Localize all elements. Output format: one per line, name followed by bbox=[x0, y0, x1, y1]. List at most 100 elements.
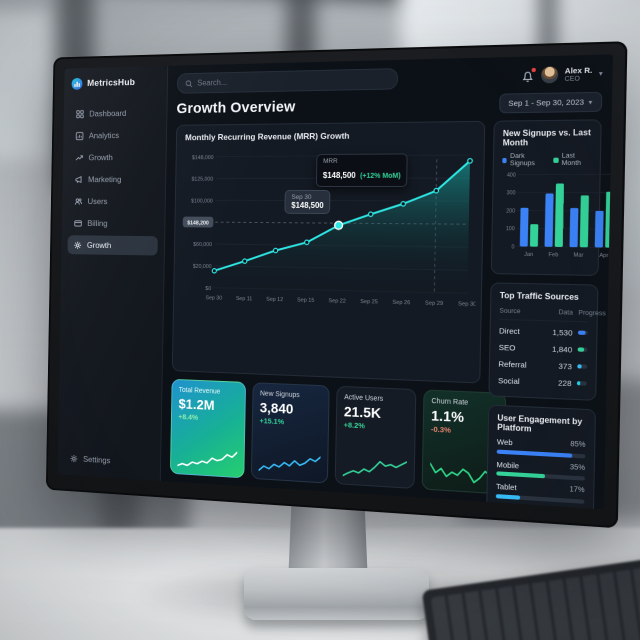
traffic-sources-card: Top Traffic Sources Source Data Progress… bbox=[488, 282, 606, 401]
user-menu[interactable]: Alex R. CEO ▾ bbox=[522, 66, 603, 85]
stat-card-new-signups: New Signups 3,840 +15.1% bbox=[250, 382, 330, 484]
sidebar-item-label: Dashboard bbox=[89, 108, 127, 119]
sidebar-item-settings[interactable]: Settings bbox=[64, 448, 154, 473]
progress-bar bbox=[577, 364, 582, 369]
engagement-row-web: Web 85% bbox=[496, 437, 586, 458]
trend-up-icon bbox=[74, 153, 83, 163]
brand-name: MetricsHub bbox=[87, 77, 136, 89]
sidebar-item-users[interactable]: Users bbox=[68, 192, 158, 211]
svg-text:Sep 22: Sep 22 bbox=[328, 298, 346, 305]
sidebar-item-growth[interactable]: Growth bbox=[69, 147, 159, 167]
svg-text:$20,000: $20,000 bbox=[193, 264, 212, 270]
megaphone-icon bbox=[74, 175, 83, 185]
mrr-line-chart: $148,000 $125,000 $100,000 $148,200 $60,000 $… bbox=[182, 143, 477, 308]
progress-bar bbox=[495, 493, 521, 500]
legend-swatch bbox=[502, 157, 507, 163]
svg-text:Sep 30: Sep 30 bbox=[458, 301, 476, 308]
traffic-row-social: Social 228 bbox=[498, 372, 587, 392]
page-header: Growth Overview Sep 1 - Sep 30, 2023 ▾ bbox=[176, 91, 603, 118]
active-users-sparkline bbox=[343, 453, 407, 483]
sidebar-item-analytics[interactable]: Analytics bbox=[69, 125, 159, 145]
engagement-card: User Engagement by Platform Web 85% bbox=[486, 404, 597, 510]
revenue-sparkline bbox=[177, 444, 237, 473]
monitor: MetricsHub Dashboard Analytics bbox=[45, 41, 628, 529]
engagement-row-mobile: Mobile 35% bbox=[496, 459, 585, 481]
sidebar-item-dashboard[interactable]: Dashboard bbox=[70, 103, 160, 124]
credit-card-icon bbox=[73, 218, 82, 228]
page-title: Growth Overview bbox=[176, 98, 296, 118]
sidebar-item-marketing[interactable]: Marketing bbox=[69, 170, 159, 189]
svg-text:Apr: Apr bbox=[599, 253, 609, 260]
svg-text:300: 300 bbox=[507, 190, 516, 197]
progress-bar bbox=[577, 347, 584, 352]
user-role: CEO bbox=[564, 75, 580, 84]
window bbox=[0, 10, 50, 160]
search-input[interactable]: Search... bbox=[176, 68, 399, 94]
chevron-down-icon: ▾ bbox=[598, 71, 603, 79]
svg-text:Sep 25: Sep 25 bbox=[360, 299, 378, 306]
svg-text:Mar: Mar bbox=[574, 252, 584, 259]
progress-bar bbox=[496, 471, 545, 479]
svg-text:200: 200 bbox=[506, 208, 515, 215]
engagement-row-tablet: Tablet 17% bbox=[495, 482, 585, 504]
svg-text:$0: $0 bbox=[205, 286, 211, 292]
content-grid: Monthly Recurring Revenue (MRR) Growth $… bbox=[169, 119, 613, 510]
stat-cards-row: Total Revenue $1.2M +8.4% New Signups 3,… bbox=[169, 378, 507, 495]
grid-icon bbox=[75, 109, 84, 119]
traffic-table-header: Source Data Progress bbox=[499, 305, 606, 323]
svg-text:$60,000: $60,000 bbox=[193, 242, 212, 248]
date-range-picker[interactable]: Sep 1 - Sep 30, 2023 ▾ bbox=[498, 91, 603, 114]
progress-bar bbox=[577, 330, 586, 335]
svg-text:$100,000: $100,000 bbox=[191, 199, 213, 205]
svg-text:Sep 29: Sep 29 bbox=[425, 300, 443, 307]
topbar: Search... Alex R. CEO bbox=[176, 63, 603, 94]
sidebar-item-billing[interactable]: Billing bbox=[68, 213, 158, 233]
sidebar-item-label: Billing bbox=[87, 218, 108, 228]
sidebar-item-label: Growth bbox=[86, 240, 112, 251]
sidebar-item-label: Analytics bbox=[88, 130, 120, 141]
signups-vs-last-month-card: New Signups vs. Last Month Dark Signups … bbox=[490, 119, 613, 277]
users-icon bbox=[74, 196, 83, 206]
sidebar-item-label: Marketing bbox=[88, 174, 122, 185]
sidebar-item-label: Settings bbox=[83, 454, 111, 466]
date-range-label: Sep 1 - Sep 30, 2023 bbox=[508, 97, 585, 109]
notification-dot bbox=[531, 68, 536, 73]
screen: MetricsHub Dashboard Analytics bbox=[57, 54, 613, 510]
chevron-down-icon: ▾ bbox=[588, 98, 593, 107]
bar-chart-icon bbox=[75, 131, 84, 141]
svg-text:0: 0 bbox=[511, 244, 514, 251]
sidebar-item-label: Users bbox=[87, 196, 108, 207]
search-icon bbox=[185, 79, 193, 87]
svg-text:Sep 26: Sep 26 bbox=[392, 300, 410, 307]
mrr-chart-card: Monthly Recurring Revenue (MRR) Growth $… bbox=[171, 120, 486, 384]
signups-bar-chart: 400 300 200 100 0 Jan Feb Mar Apr bbox=[506, 172, 613, 260]
monitor-stand-base bbox=[244, 568, 429, 620]
svg-text:Sep 11: Sep 11 bbox=[236, 296, 252, 303]
progress-bar bbox=[496, 449, 572, 458]
avatar[interactable] bbox=[540, 66, 559, 84]
main-content: Search... Alex R. CEO bbox=[161, 54, 613, 510]
stat-card-total-revenue: Total Revenue $1.2M +8.4% bbox=[169, 378, 247, 479]
legend-swatch bbox=[553, 157, 559, 163]
gear-icon bbox=[69, 453, 78, 463]
svg-text:$148,200: $148,200 bbox=[187, 220, 209, 226]
svg-text:100: 100 bbox=[506, 226, 515, 233]
bell-icon[interactable] bbox=[522, 68, 536, 82]
user-name: Alex R. bbox=[564, 65, 593, 77]
bar-chart-legend: Dark Signups Last Month bbox=[502, 152, 591, 167]
svg-text:$125,000: $125,000 bbox=[192, 177, 214, 183]
progress-bar bbox=[576, 381, 581, 386]
sidebar-item-label: Growth bbox=[88, 152, 113, 163]
svg-text:Sep 15: Sep 15 bbox=[297, 297, 314, 304]
brand: MetricsHub bbox=[71, 76, 160, 90]
mrr-tooltip: MRR $148,500 (+12% MoM) bbox=[315, 153, 409, 188]
sidebar-item-growth-active[interactable]: Growth bbox=[67, 235, 158, 256]
search-placeholder: Search... bbox=[197, 78, 228, 88]
gear-icon bbox=[73, 240, 82, 250]
svg-text:Sep 30: Sep 30 bbox=[206, 295, 223, 302]
mrr-chart-title: Monthly Recurring Revenue (MRR) Growth bbox=[185, 130, 350, 143]
point-tooltip: Sep 30 $148,500 bbox=[284, 189, 331, 215]
svg-text:Sep 12: Sep 12 bbox=[266, 297, 283, 304]
dashboard-app: MetricsHub Dashboard Analytics bbox=[57, 54, 613, 510]
